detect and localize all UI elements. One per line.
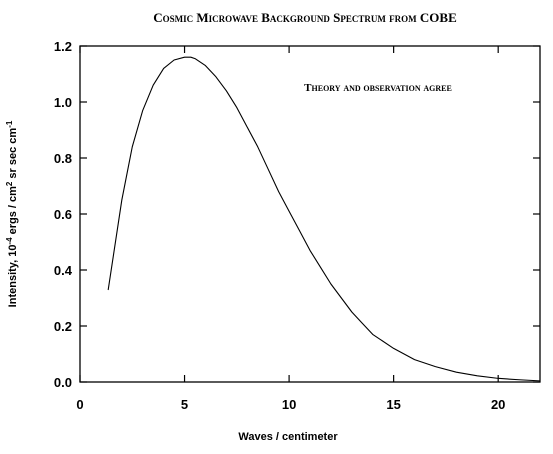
y-tick-label: 1.0: [54, 95, 72, 110]
y-axis-label-mid1: ergs / cm: [7, 186, 19, 238]
y-tick-label: 0.6: [54, 207, 72, 222]
y-axis-label-exp3: -1: [5, 120, 14, 128]
y-tick-label: 0.8: [54, 151, 72, 166]
x-tick-label: 15: [386, 397, 400, 412]
chart-annotation: Theory and observation agree: [304, 82, 452, 94]
y-tick-label: 1.2: [54, 39, 72, 54]
y-axis-label-mid2: sr sec cm: [7, 128, 19, 182]
tick-group: 0 5 10 15 20 0.0 0.2 0.4 0.6 0.8 1.0 1.2: [54, 39, 540, 412]
y-axis-label-exp1: -4: [5, 237, 14, 245]
x-tick-label: 0: [76, 397, 83, 412]
y-tick-label: 0.2: [54, 319, 72, 334]
x-axis-label: Waves / centimeter: [238, 431, 338, 443]
x-tick-label: 10: [282, 397, 296, 412]
x-tick-label: 20: [491, 397, 505, 412]
chart-title: Cosmic Microwave Background Spectrum fro…: [153, 10, 457, 25]
series-group: [107, 56, 541, 382]
y-tick-label: 0.0: [54, 375, 72, 390]
spectrum-series-line: [107, 56, 541, 382]
y-axis-label-prefix: Intensity, 10: [7, 245, 19, 308]
x-tick-label: 5: [181, 397, 188, 412]
y-tick-label: 0.4: [54, 263, 73, 278]
y-axis-label-exp2: 2: [5, 181, 14, 186]
y-axis-label: Intensity, 10-4 ergs / cm2 sr sec cm-1: [5, 120, 19, 307]
